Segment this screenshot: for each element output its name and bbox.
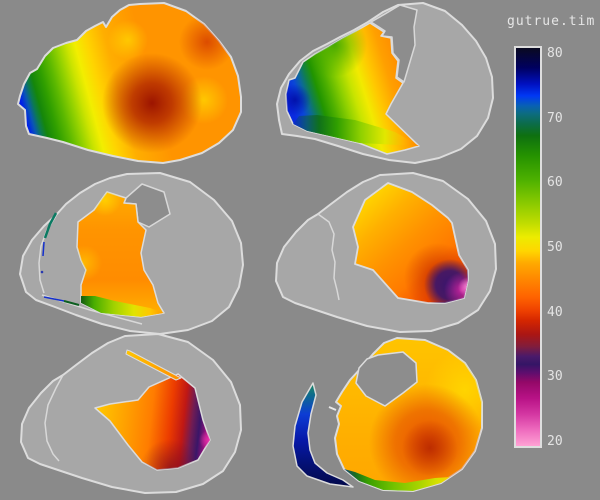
panel-6-white-sliver [328,406,337,411]
panel-1-surface-map[interactable] [0,0,250,170]
colorbar-title: gutrue.tim [507,14,596,29]
panel-6-hole-region [355,351,418,407]
panel-3-surface-map[interactable] [0,168,250,340]
colorbar-tick-20: 20 [547,434,563,449]
colorbar-tick-50: 50 [547,240,563,255]
colorbar-tick-80: 80 [547,46,563,61]
panel-4-surface-map[interactable] [255,170,500,340]
colorbar-tick-40: 40 [547,305,563,320]
panel-6-surface-map[interactable] [255,330,500,500]
panel-2-surface-map[interactable] [255,0,500,170]
panel-4-arm-inner-edge [317,213,340,301]
panel-6-blue-arm [292,382,354,488]
panel-3-bottom-sliver-green [63,300,80,306]
panel-3-electrode-dot [40,270,44,274]
panel-5-arm-inner-edge [44,374,64,462]
colorbar-tick-70: 70 [547,111,563,126]
colorbar-tick-60: 60 [547,175,563,190]
colorbar-tick-30: 30 [547,369,563,384]
panel-1-heat-overlays [18,3,241,163]
panel-3-electrode-sliver-blue [42,241,45,257]
panel-3-bottom-sliver-blue [43,296,65,302]
panel-5-surface-map[interactable] [0,332,250,500]
panel-3-electrode-sliver-teal [43,212,58,239]
colorbar-gradient [514,46,542,448]
